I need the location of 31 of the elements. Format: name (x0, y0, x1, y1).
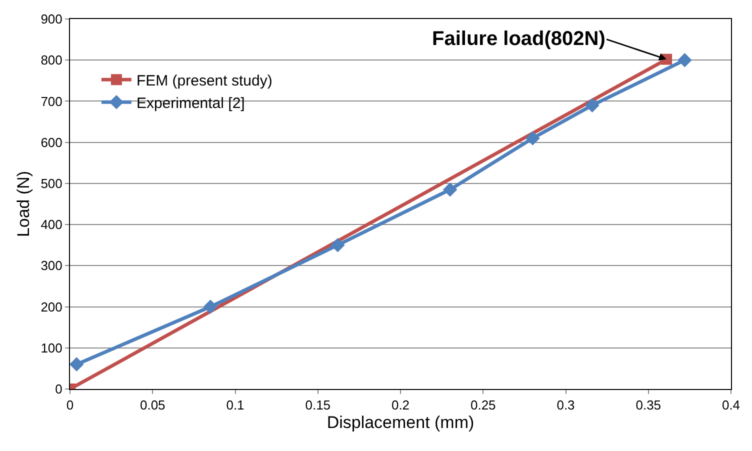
x-tick-label: 0.4 (722, 398, 740, 413)
annotation: Failure load(802N) (432, 28, 606, 50)
legend-label: Experimental [2] (136, 95, 245, 112)
y-tick-label: 0 (55, 382, 62, 397)
y-axis-title: Load (N) (14, 170, 34, 238)
point (330, 238, 345, 252)
y-tick-label: 200 (40, 299, 62, 314)
point (70, 357, 84, 372)
y-tick-label: 800 (40, 52, 62, 68)
point (442, 182, 458, 197)
point (678, 52, 692, 68)
y-tick-label: 400 (40, 217, 62, 232)
x-tick-label: 0 (66, 398, 74, 413)
point (203, 300, 218, 314)
x-tick-label: 0.35 (636, 398, 662, 413)
y-tick-label: 600 (40, 134, 62, 150)
y-tick-label: 500 (40, 176, 62, 191)
x-tick-label: 0.05 (140, 398, 166, 413)
x-tick-label: 0.3 (556, 398, 575, 413)
point (585, 98, 600, 112)
x-tick-label: 0.1 (226, 398, 244, 413)
x-axis-title: Displacement (mm) (326, 413, 474, 432)
point (526, 131, 540, 146)
x-tick-label: 0.25 (470, 398, 496, 413)
x-tick-label: 0.2 (391, 398, 410, 413)
y-tick-label: 300 (40, 258, 62, 274)
y-tick-label: 100 (40, 340, 62, 356)
legend-label: FEM (present study) (136, 72, 272, 90)
y-tick-label: 700 (40, 94, 62, 109)
x-tick-label: 0.15 (305, 398, 331, 413)
y-tick-label: 900 (40, 12, 62, 27)
